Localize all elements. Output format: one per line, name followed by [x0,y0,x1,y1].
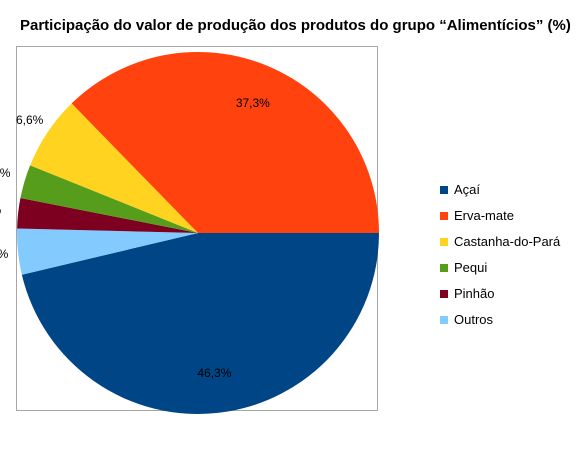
legend-item-acai: Açaí [440,177,560,203]
legend-label: Outros [454,312,494,327]
legend-label: Erva-mate [454,208,514,223]
data-label: 46,3% [197,366,231,380]
legend-item-pequi: Pequi [440,255,560,281]
legend-label: Castanha-do-Pará [454,234,561,249]
legend-item-erva-mate: Erva-mate [440,203,560,229]
legend-swatch [440,186,448,194]
legend-swatch [440,316,448,324]
data-label: 37,3% [236,96,270,110]
legend-label: Pinhão [454,286,495,301]
pie-data-labels: 46,3% 4,1% 2,7% 3,0% 6,6% 37,3% [0,96,270,380]
pie-slice-erva-mate [71,51,380,233]
pie-slice-castanha-do-par- [30,103,198,233]
data-label: 4,1% [0,247,9,261]
legend-label: Pequi [454,260,488,275]
data-label: 2,7% [0,203,2,217]
data-label: 6,6% [16,113,44,127]
pie-slices [17,51,380,415]
legend-item-outros: Outros [440,307,560,333]
legend-swatch [440,264,448,272]
legend-item-pinhao: Pinhão [440,281,560,307]
legend-swatch [440,290,448,298]
chart-title: Participação do valor de produção dos pr… [20,17,571,34]
legend-swatch [440,212,448,220]
legend-item-castanha-do-para: Castanha-do-Pará [440,229,560,255]
data-label: 3,0% [0,166,11,180]
chart-legend: Açaí Erva-mate Castanha-do-Pará Pequi Pi… [440,177,560,333]
pie-slice-pequi [20,165,198,233]
pie-slice-pinh-o [17,197,199,233]
pie-slice-a-a- [21,233,379,415]
pie-slice-outros [17,228,198,275]
legend-swatch [440,238,448,246]
legend-label: Açaí [454,182,481,197]
